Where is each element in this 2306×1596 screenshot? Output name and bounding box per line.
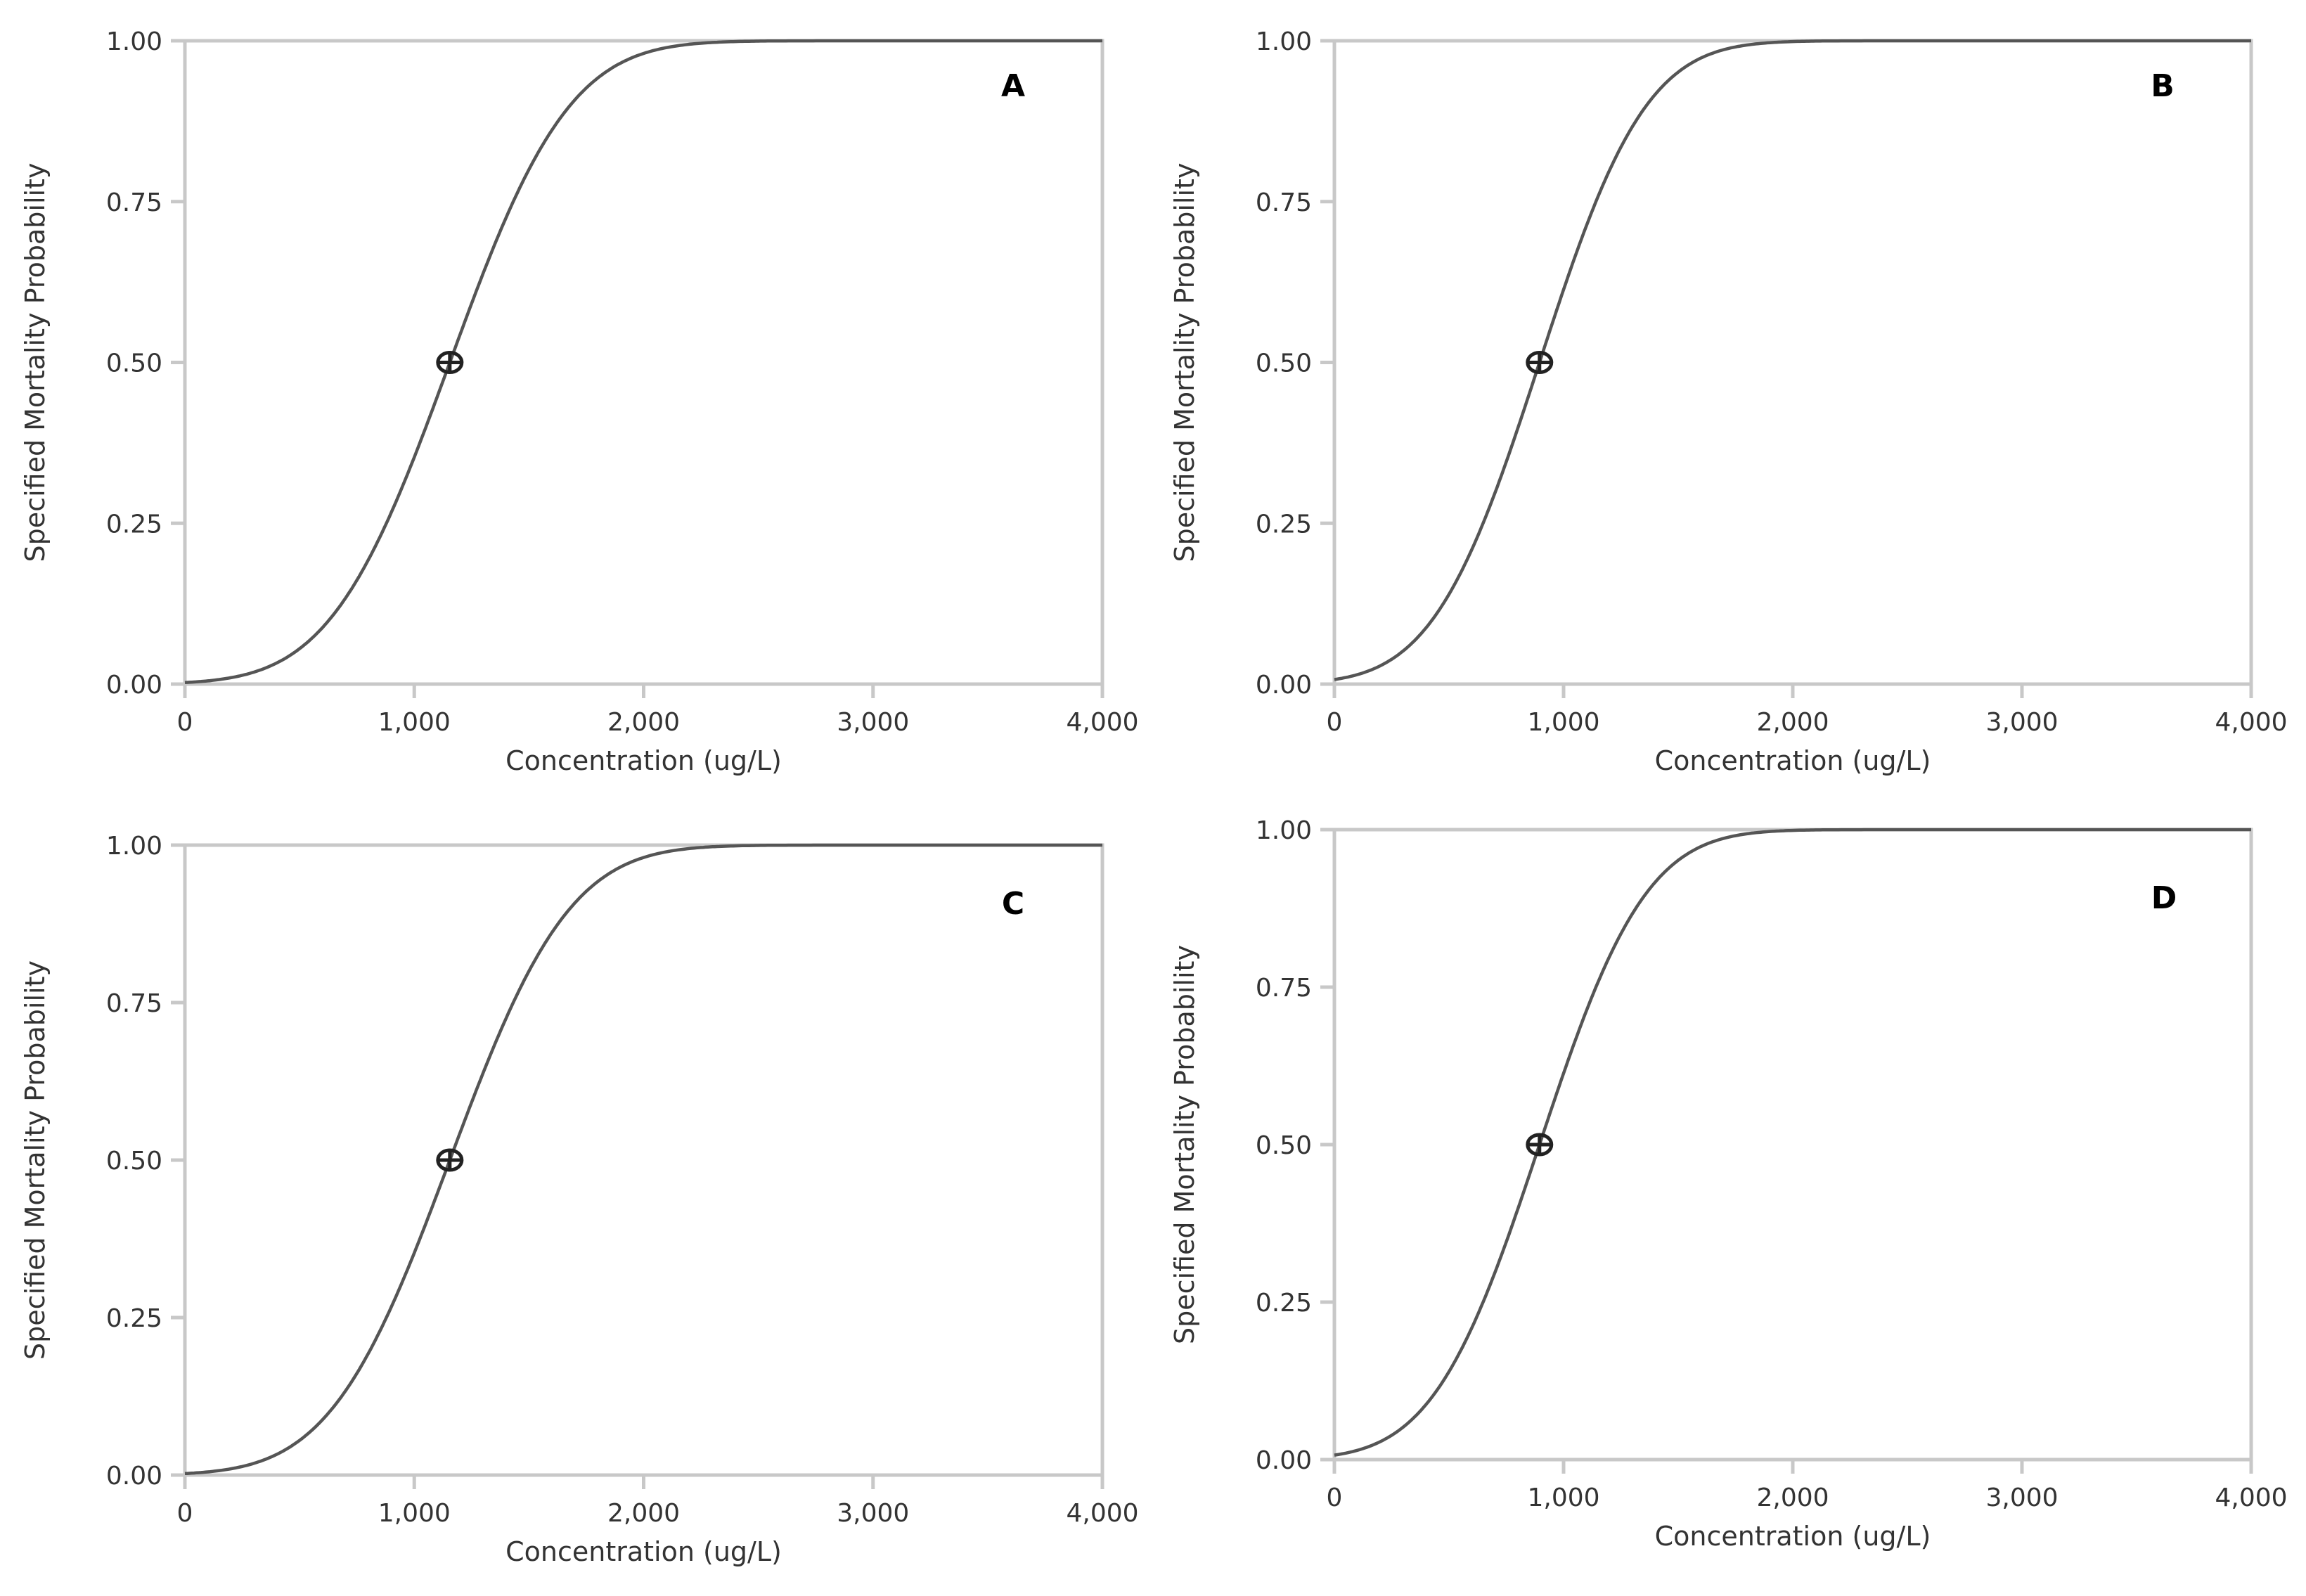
x-tick-label: 1,000: [1527, 708, 1599, 737]
x-tick-label: 2,000: [607, 708, 680, 737]
plot-frame: [183, 843, 1104, 1477]
x-tick-label: 3,000: [837, 708, 909, 737]
y-tick-label: 0.00: [106, 671, 162, 700]
x-tick-label: 4,000: [1066, 1499, 1138, 1528]
y-tick-label: 1.00: [1256, 27, 1312, 56]
axis-ticks: 0.00 0.25 0.50 0.75 1.00 0 1,000 2,000 3,000 4,00…: [1256, 27, 2288, 737]
x-axis-title: Concentration (ug/L): [505, 745, 782, 776]
x-tick-label: 0: [1327, 1484, 1343, 1512]
x-tick-label: 1,000: [378, 1499, 451, 1528]
y-tick-label: 0.25: [1256, 1289, 1312, 1318]
y-tick-label: 0.00: [1256, 1446, 1312, 1475]
lc50-marker-icon: [436, 1148, 464, 1172]
y-tick-label: 0.25: [106, 510, 162, 539]
lc50-marker-icon: [1526, 351, 1554, 374]
y-tick-label: 0.75: [106, 188, 162, 217]
x-tick-label: 0: [1327, 708, 1343, 737]
axis-ticks: 0.00 0.25 0.50 0.75 1.00 0 1,000 2,000 3,000 4,00…: [106, 27, 1139, 737]
lc50-marker-icon: [1526, 1133, 1554, 1157]
y-axis-title: Specified Mortality Probability: [1169, 945, 1200, 1344]
panel-label: A: [1001, 68, 1025, 104]
y-axis-title: Specified Mortality Probability: [20, 960, 51, 1360]
y-axis-title: Specified Mortality Probability: [20, 163, 51, 562]
y-axis-title: Specified Mortality Probability: [1169, 163, 1200, 562]
y-tick-label: 1.00: [106, 832, 162, 861]
x-axis-title: Concentration (ug/L): [505, 1536, 782, 1567]
x-tick-label: 3,000: [1985, 1484, 2058, 1512]
x-tick-label: 2,000: [1756, 1484, 1829, 1512]
panel-a: 0.00 0.25 0.50 0.75 1.00 0 1,000 2,000 3,000 4,00…: [20, 27, 1139, 776]
x-tick-label: 3,000: [1985, 708, 2058, 737]
plot-frame: [1332, 828, 2253, 1462]
mortality-curve: [184, 843, 1102, 1476]
axis-ticks: 0.00 0.25 0.50 0.75 1.00 0 1,000 2,000 3,000 4,00…: [106, 832, 1139, 1528]
y-tick-label: 0.25: [106, 1304, 162, 1333]
y-tick-label: 0.50: [106, 349, 162, 378]
x-tick-label: 4,000: [1066, 708, 1138, 737]
y-tick-label: 0.75: [106, 989, 162, 1018]
y-tick-label: 0.00: [1256, 671, 1312, 700]
x-tick-label: 0: [177, 1499, 193, 1528]
panel-label: C: [1002, 886, 1024, 922]
plot-frame: [1332, 39, 2253, 686]
panel-label: B: [2151, 68, 2175, 104]
y-tick-label: 0.75: [1256, 974, 1312, 1003]
y-tick-label: 0.50: [1256, 1131, 1312, 1160]
x-tick-label: 1,000: [1527, 1484, 1599, 1512]
axis-ticks: 0.00 0.25 0.50 0.75 1.00 0 1,000 2,000 3,000 4,00…: [1256, 816, 2288, 1512]
y-tick-label: 0.50: [106, 1147, 162, 1176]
x-tick-label: 2,000: [607, 1499, 680, 1528]
y-tick-label: 1.00: [106, 27, 162, 56]
plot-frame: [183, 39, 1104, 686]
x-tick-label: 1,000: [378, 708, 451, 737]
x-tick-label: 0: [177, 708, 193, 737]
panel-label: D: [2151, 880, 2177, 916]
y-tick-label: 1.00: [1256, 816, 1312, 845]
x-axis-title: Concentration (ug/L): [1655, 745, 1931, 776]
mortality-curve: [1334, 39, 2251, 681]
x-tick-label: 2,000: [1756, 708, 1829, 737]
panel-d: 0.00 0.25 0.50 0.75 1.00 0 1,000 2,000 3,000 4,00…: [1169, 816, 2288, 1552]
y-tick-label: 0.00: [106, 1462, 162, 1491]
mortality-curve: [1334, 828, 2251, 1457]
y-tick-label: 0.75: [1256, 188, 1312, 217]
y-tick-label: 0.25: [1256, 510, 1312, 539]
x-tick-label: 4,000: [2215, 1484, 2287, 1512]
y-tick-label: 0.50: [1256, 349, 1312, 378]
x-tick-label: 3,000: [837, 1499, 909, 1528]
lc50-marker-icon: [436, 351, 464, 374]
panel-b: 0.00 0.25 0.50 0.75 1.00 0 1,000 2,000 3,000 4,00…: [1169, 27, 2288, 776]
x-tick-label: 4,000: [2215, 708, 2287, 737]
panel-c: 0.00 0.25 0.50 0.75 1.00 0 1,000 2,000 3,000 4,00…: [20, 832, 1139, 1567]
x-axis-title: Concentration (ug/L): [1655, 1521, 1931, 1552]
mortality-curve: [184, 39, 1102, 685]
